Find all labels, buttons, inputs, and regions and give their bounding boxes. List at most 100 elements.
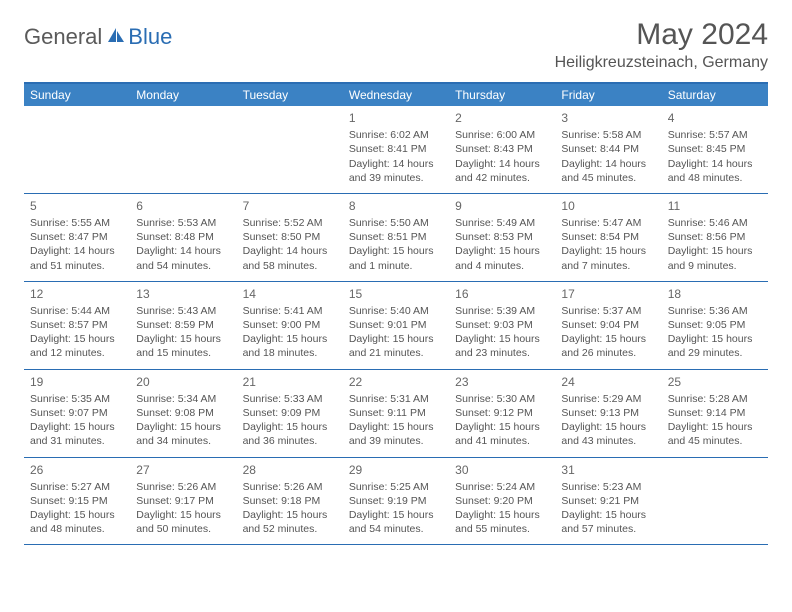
sunrise-text: Sunrise: 5:57 AM (668, 128, 762, 142)
brand-text-2: Blue (128, 24, 172, 50)
sunrise-text: Sunrise: 5:46 AM (668, 216, 762, 230)
day-cell: 21Sunrise: 5:33 AMSunset: 9:09 PMDayligh… (237, 370, 343, 457)
sunrise-text: Sunrise: 5:27 AM (30, 480, 124, 494)
daylight-text: Daylight: 14 hours and 42 minutes. (455, 157, 549, 185)
sunset-text: Sunset: 9:21 PM (561, 494, 655, 508)
daylight-text: Daylight: 15 hours and 39 minutes. (349, 420, 443, 448)
day-number: 13 (136, 286, 230, 302)
day-number: 21 (243, 374, 337, 390)
daylight-text: Daylight: 14 hours and 54 minutes. (136, 244, 230, 272)
sunrise-text: Sunrise: 5:52 AM (243, 216, 337, 230)
day-number: 2 (455, 110, 549, 126)
sunrise-text: Sunrise: 5:49 AM (455, 216, 549, 230)
day-cell: 31Sunrise: 5:23 AMSunset: 9:21 PMDayligh… (555, 458, 661, 545)
day-cell: 2 Sunrise: 6:00 AMSunset: 8:43 PMDaylight… (449, 106, 555, 193)
day-cell: 11 Sunrise: 5:46 AMSunset: 8:56 PMDayligh… (662, 194, 768, 281)
daylight-text: Daylight: 15 hours and 15 minutes. (136, 332, 230, 360)
sunset-text: Sunset: 8:47 PM (30, 230, 124, 244)
sunrise-text: Sunrise: 5:36 AM (668, 304, 762, 318)
daylight-text: Daylight: 15 hours and 36 minutes. (243, 420, 337, 448)
sunset-text: Sunset: 9:00 PM (243, 318, 337, 332)
sunset-text: Sunset: 8:48 PM (136, 230, 230, 244)
sunset-text: Sunset: 8:56 PM (668, 230, 762, 244)
sunrise-text: Sunrise: 5:40 AM (349, 304, 443, 318)
day-cell: 15Sunrise: 5:40 AMSunset: 9:01 PMDayligh… (343, 282, 449, 369)
sunrise-text: Sunrise: 5:58 AM (561, 128, 655, 142)
day-number: 1 (349, 110, 443, 126)
day-number: 28 (243, 462, 337, 478)
sunset-text: Sunset: 9:04 PM (561, 318, 655, 332)
sunset-text: Sunset: 9:07 PM (30, 406, 124, 420)
sunrise-text: Sunrise: 5:41 AM (243, 304, 337, 318)
sunset-text: Sunset: 9:08 PM (136, 406, 230, 420)
sunset-text: Sunset: 9:03 PM (455, 318, 549, 332)
weekday-header: Wednesday (343, 84, 449, 106)
day-cell: 26Sunrise: 5:27 AMSunset: 9:15 PMDayligh… (24, 458, 130, 545)
day-number: 4 (668, 110, 762, 126)
day-cell: 28Sunrise: 5:26 AMSunset: 9:18 PMDayligh… (237, 458, 343, 545)
day-cell: 12Sunrise: 5:44 AMSunset: 8:57 PMDayligh… (24, 282, 130, 369)
day-number: 27 (136, 462, 230, 478)
daylight-text: Daylight: 14 hours and 51 minutes. (30, 244, 124, 272)
sunrise-text: Sunrise: 5:55 AM (30, 216, 124, 230)
daylight-text: Daylight: 14 hours and 39 minutes. (349, 157, 443, 185)
day-cell (130, 106, 236, 193)
sunset-text: Sunset: 8:45 PM (668, 142, 762, 156)
weekday-header: Tuesday (237, 84, 343, 106)
daylight-text: Daylight: 15 hours and 4 minutes. (455, 244, 549, 272)
daylight-text: Daylight: 15 hours and 34 minutes. (136, 420, 230, 448)
day-cell: 22Sunrise: 5:31 AMSunset: 9:11 PMDayligh… (343, 370, 449, 457)
day-cell (662, 458, 768, 545)
day-number: 11 (668, 198, 762, 214)
daylight-text: Daylight: 15 hours and 48 minutes. (30, 508, 124, 536)
day-cell: 6Sunrise: 5:53 AMSunset: 8:48 PMDaylight… (130, 194, 236, 281)
brand-logo: General Blue (24, 18, 172, 50)
daylight-text: Daylight: 15 hours and 50 minutes. (136, 508, 230, 536)
day-number: 3 (561, 110, 655, 126)
daylight-text: Daylight: 15 hours and 9 minutes. (668, 244, 762, 272)
sunrise-text: Sunrise: 5:34 AM (136, 392, 230, 406)
sunrise-text: Sunrise: 5:47 AM (561, 216, 655, 230)
daylight-text: Daylight: 15 hours and 12 minutes. (30, 332, 124, 360)
sunrise-text: Sunrise: 5:24 AM (455, 480, 549, 494)
week-row: 19Sunrise: 5:35 AMSunset: 9:07 PMDayligh… (24, 370, 768, 458)
day-number: 9 (455, 198, 549, 214)
sunset-text: Sunset: 9:18 PM (243, 494, 337, 508)
sunset-text: Sunset: 8:54 PM (561, 230, 655, 244)
daylight-text: Daylight: 15 hours and 23 minutes. (455, 332, 549, 360)
daylight-text: Daylight: 15 hours and 57 minutes. (561, 508, 655, 536)
day-number: 23 (455, 374, 549, 390)
weekday-header: Monday (130, 84, 236, 106)
sunset-text: Sunset: 9:20 PM (455, 494, 549, 508)
daylight-text: Daylight: 15 hours and 26 minutes. (561, 332, 655, 360)
day-cell (24, 106, 130, 193)
brand-text-1: General (24, 24, 102, 50)
sunrise-text: Sunrise: 5:44 AM (30, 304, 124, 318)
sunrise-text: Sunrise: 5:23 AM (561, 480, 655, 494)
daylight-text: Daylight: 15 hours and 31 minutes. (30, 420, 124, 448)
week-row: 1Sunrise: 6:02 AMSunset: 8:41 PMDaylight… (24, 106, 768, 194)
week-row: 12Sunrise: 5:44 AMSunset: 8:57 PMDayligh… (24, 282, 768, 370)
day-cell: 13Sunrise: 5:43 AMSunset: 8:59 PMDayligh… (130, 282, 236, 369)
sunrise-text: Sunrise: 5:43 AM (136, 304, 230, 318)
week-row: 26Sunrise: 5:27 AMSunset: 9:15 PMDayligh… (24, 458, 768, 546)
day-number: 22 (349, 374, 443, 390)
day-cell: 19Sunrise: 5:35 AMSunset: 9:07 PMDayligh… (24, 370, 130, 457)
day-number: 16 (455, 286, 549, 302)
day-number: 14 (243, 286, 337, 302)
sail-icon (106, 26, 126, 49)
day-number: 26 (30, 462, 124, 478)
sunset-text: Sunset: 8:53 PM (455, 230, 549, 244)
day-cell: 29Sunrise: 5:25 AMSunset: 9:19 PMDayligh… (343, 458, 449, 545)
day-number: 8 (349, 198, 443, 214)
weekday-header: Thursday (449, 84, 555, 106)
sunset-text: Sunset: 8:51 PM (349, 230, 443, 244)
day-cell: 3Sunrise: 5:58 AMSunset: 8:44 PMDaylight… (555, 106, 661, 193)
sunset-text: Sunset: 8:43 PM (455, 142, 549, 156)
sunrise-text: Sunrise: 6:00 AM (455, 128, 549, 142)
day-number: 25 (668, 374, 762, 390)
daylight-text: Daylight: 15 hours and 54 minutes. (349, 508, 443, 536)
weeks-container: 1Sunrise: 6:02 AMSunset: 8:41 PMDaylight… (24, 106, 768, 545)
weekday-header: Sunday (24, 84, 130, 106)
sunrise-text: Sunrise: 5:37 AM (561, 304, 655, 318)
